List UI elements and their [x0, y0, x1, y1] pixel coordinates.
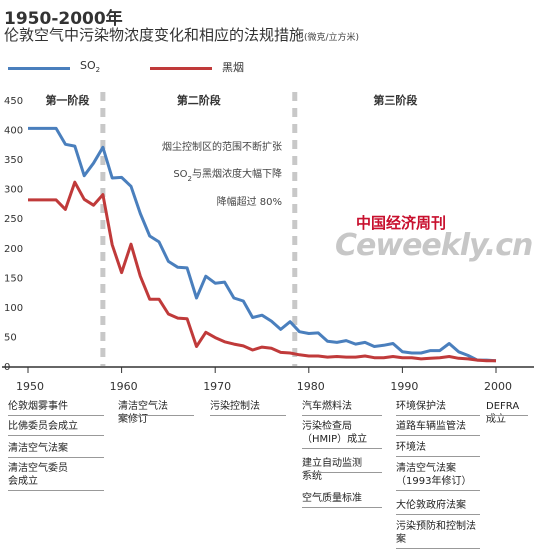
- event-item: 清洁空气委员会成立: [8, 463, 68, 487]
- legend-so2-swatch: [8, 67, 70, 70]
- event-divider: [118, 415, 194, 416]
- event-item: 伦敦烟雾事件: [8, 401, 68, 412]
- legend-smoke-swatch: [150, 67, 212, 70]
- event-item: 道路车辆监管法: [396, 421, 466, 432]
- event-divider: [486, 415, 528, 416]
- y-tick-label: 100: [4, 303, 23, 314]
- phase-label: 第二阶段: [177, 93, 221, 107]
- series-line-smoke: [28, 180, 496, 363]
- event-divider: [8, 435, 104, 436]
- watermark-en: Ceweekly.cn: [335, 228, 533, 263]
- event-divider: [396, 456, 480, 457]
- line-chart: 050100150200250300350400450第一阶段第二阶段第三阶段烟…: [2, 92, 534, 393]
- y-tick-label: 50: [4, 332, 17, 343]
- event-item: 污染预防和控制法案: [396, 521, 476, 545]
- event-divider: [302, 472, 382, 473]
- chart-annotation: SO2与黑烟浓度大幅下降: [173, 167, 282, 183]
- x-tick-label: 1970: [203, 380, 231, 393]
- event-item: DEFRA成立: [486, 401, 520, 425]
- y-tick-label: 300: [4, 185, 23, 196]
- chart-annotation: 降幅超过 80%: [217, 195, 282, 208]
- y-tick-label: 200: [4, 244, 23, 255]
- legend-smoke-label: 黑烟: [222, 61, 244, 74]
- event-item: 清洁空气法案（1993年修订）: [396, 463, 472, 487]
- series-line-so2: [28, 126, 497, 363]
- legend-so2-label: SO2: [80, 59, 101, 75]
- y-tick-label: 350: [4, 155, 23, 166]
- y-tick-label: 250: [4, 214, 23, 225]
- x-tick-label: 1950: [16, 380, 44, 393]
- subtitle-text: 伦敦空气中污染物浓度变化和相应的法规措施: [4, 26, 305, 44]
- event-divider: [302, 507, 382, 508]
- watermark-cn: 中国经济周刊: [356, 214, 447, 232]
- event-divider: [8, 490, 104, 491]
- phase-label: 第三阶段: [373, 93, 417, 107]
- event-divider: [8, 415, 104, 416]
- event-item: 空气质量标准: [302, 493, 362, 504]
- event-divider: [396, 490, 480, 491]
- x-tick-label: 1960: [110, 380, 138, 393]
- event-divider: [302, 415, 382, 416]
- event-divider: [396, 435, 480, 436]
- event-divider: [210, 415, 286, 416]
- chart-subtitle: 伦敦空气中污染物浓度变化和相应的法规措施(微克/立方米): [4, 24, 359, 45]
- x-tick-label: 2000: [484, 380, 512, 393]
- phase-label: 第一阶段: [45, 93, 89, 107]
- event-item: 清洁空气法案修订: [118, 401, 168, 425]
- y-tick-label: 400: [4, 126, 23, 137]
- chart-annotation: 烟尘控制区的范围不断扩张: [162, 140, 282, 153]
- unit-label: (微克/立方米): [304, 33, 360, 43]
- event-item: 大伦敦政府法案: [396, 500, 466, 511]
- event-item: 清洁空气法案: [8, 443, 68, 454]
- y-tick-label: 450: [4, 96, 23, 107]
- x-tick-label: 1980: [297, 380, 325, 393]
- event-item: 污染检查局（HMIP）成立: [302, 421, 368, 445]
- chart-title: 1950-2000年: [4, 9, 123, 29]
- event-divider: [396, 514, 480, 515]
- event-item: 污染控制法: [210, 401, 260, 412]
- y-tick-label: 150: [4, 273, 23, 284]
- event-item: 环境保护法: [396, 401, 446, 412]
- event-divider: [302, 448, 382, 449]
- event-item: 汽车燃料法: [302, 401, 352, 412]
- event-divider: [8, 457, 104, 458]
- event-item: 环境法: [396, 442, 426, 453]
- event-divider: [396, 415, 480, 416]
- event-item: 建立自动监测系统: [302, 458, 362, 482]
- x-tick-label: 1990: [390, 380, 418, 393]
- event-item: 比佛委员会成立: [8, 421, 78, 432]
